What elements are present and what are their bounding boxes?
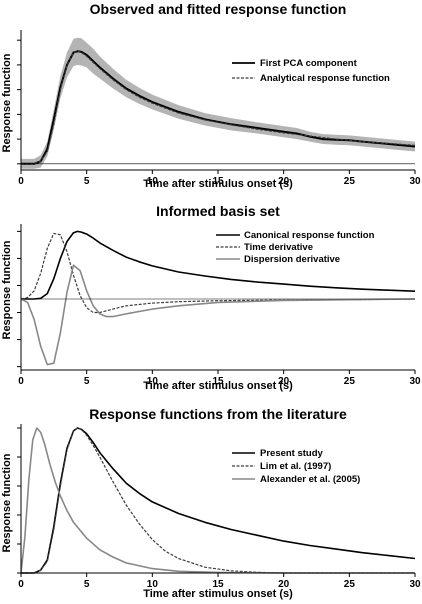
panel-2-title: Informed basis set (156, 203, 280, 219)
legend-label-0-0: First PCA component (260, 58, 358, 69)
panel-3-legend: Present study Lim et al. (1997) Alexande… (232, 448, 360, 485)
series-line-0-1 (21, 50, 416, 165)
x-tick-label-2-1: 5 (84, 579, 90, 590)
series-line-1-2 (20, 264, 416, 366)
x-tick-label-1-0: 0 (18, 376, 24, 387)
panel-3-xlabel: Time after stimulus onset (s) (143, 588, 293, 600)
x-tick-label-0-4: 20 (278, 176, 290, 187)
x-tick-label-2-2: 10 (147, 579, 159, 590)
legend-label-1-2: Dispersion derivative (244, 254, 340, 265)
x-tick-label-2-0: 0 (18, 579, 24, 590)
panel-1-xlabel: Time after stimulus onset (s) (143, 178, 293, 190)
series-line-2-0 (21, 427, 416, 574)
legend-label-1-1: Time derivative (244, 242, 313, 253)
panel-2-xlabel: Time after stimulus onset (s) (143, 380, 293, 392)
panel-1: Observed and fitted response function Re… (1, 1, 421, 190)
x-tick-label-2-6: 30 (409, 579, 421, 590)
x-tick-label-1-4: 20 (278, 376, 290, 387)
legend-label-1-0: Canonical response function (244, 230, 375, 241)
x-tick-label-2-4: 20 (278, 579, 290, 590)
panel-1-ylabel: Response function (1, 53, 13, 152)
x-tick-label-2-5: 25 (344, 579, 356, 590)
panel-3-ylabel: Response function (1, 453, 13, 552)
x-tick-label-0-5: 25 (344, 176, 356, 187)
legend-label-2-1: Lim et al. (1997) (260, 461, 331, 472)
panel-3-title: Response functions from the literature (89, 406, 347, 422)
confidence-band-0-0 (21, 37, 415, 169)
panel-2: Informed basis set Response function Tim… (1, 203, 421, 392)
legend-label-2-2: Alexander et al. (2005) (260, 474, 360, 485)
x-tick-label-1-1: 5 (84, 376, 90, 387)
x-tick-label-0-6: 30 (409, 176, 421, 187)
x-tick-label-1-6: 30 (409, 376, 421, 387)
panel-1-title: Observed and fitted response function (90, 1, 347, 17)
x-tick-label-0-2: 10 (147, 176, 159, 187)
series-line-1-0 (21, 230, 416, 300)
panel-1-legend: First PCA component Analytical response … (232, 58, 390, 84)
series-line-2-2 (20, 427, 415, 574)
x-tick-label-0-0: 0 (18, 176, 24, 187)
x-tick-label-2-3: 15 (212, 579, 224, 590)
series-line-2-1 (21, 427, 415, 574)
x-tick-label-1-3: 15 (212, 376, 224, 387)
series-line-1-1 (20, 232, 416, 314)
x-tick-label-0-3: 15 (212, 176, 224, 187)
x-tick-label-1-2: 10 (147, 376, 159, 387)
panel-2-ylabel: Response function (1, 240, 13, 339)
panel-3: Response functions from the literature R… (1, 406, 421, 600)
panel-2-legend: Canonical response function Time derivat… (216, 230, 375, 265)
x-tick-label-1-5: 25 (344, 376, 356, 387)
legend-label-2-0: Present study (260, 448, 324, 459)
legend-label-0-1: Analytical response function (260, 73, 390, 84)
x-tick-label-0-1: 5 (84, 176, 90, 187)
